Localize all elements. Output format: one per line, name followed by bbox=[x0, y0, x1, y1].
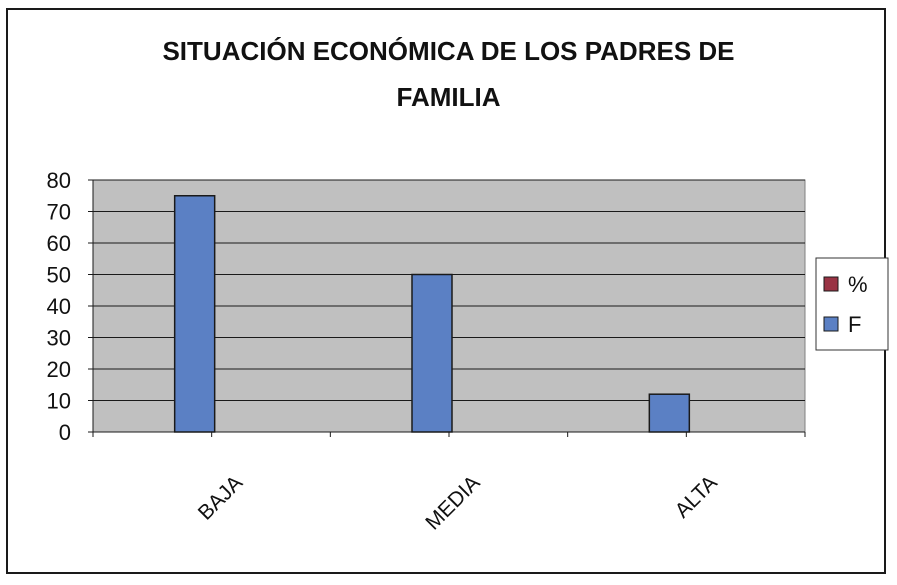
x-category-label: MEDIA bbox=[421, 471, 484, 534]
chart-title-line-2: FAMILIA bbox=[396, 82, 501, 112]
bar-f bbox=[411, 273, 453, 433]
legend-label: % bbox=[848, 272, 868, 297]
x-category-label: BAJA bbox=[194, 471, 247, 524]
bar-f bbox=[173, 195, 216, 433]
y-tick-label: 10 bbox=[47, 389, 71, 414]
legend-box bbox=[815, 257, 889, 351]
y-tick-label: 40 bbox=[47, 294, 71, 319]
x-category-label: ALTA bbox=[671, 471, 722, 522]
y-tick-label: 80 bbox=[47, 168, 71, 193]
legend-swatch bbox=[823, 316, 839, 332]
y-tick-label: 0 bbox=[59, 420, 71, 445]
bar-f bbox=[648, 393, 691, 433]
chart-title-line-1: SITUACIÓN ECONÓMICA DE LOS PADRES DE bbox=[162, 36, 735, 66]
legend-label: F bbox=[848, 312, 861, 337]
y-tick-label: 20 bbox=[47, 357, 71, 382]
y-tick-label: 60 bbox=[47, 231, 71, 256]
y-tick-label: 70 bbox=[47, 200, 71, 225]
chart-title: SITUACIÓN ECONÓMICA DE LOS PADRES DE FAM… bbox=[0, 28, 897, 120]
y-tick-label: 50 bbox=[47, 263, 71, 288]
y-tick-label: 30 bbox=[47, 326, 71, 351]
legend-swatch bbox=[823, 276, 839, 292]
